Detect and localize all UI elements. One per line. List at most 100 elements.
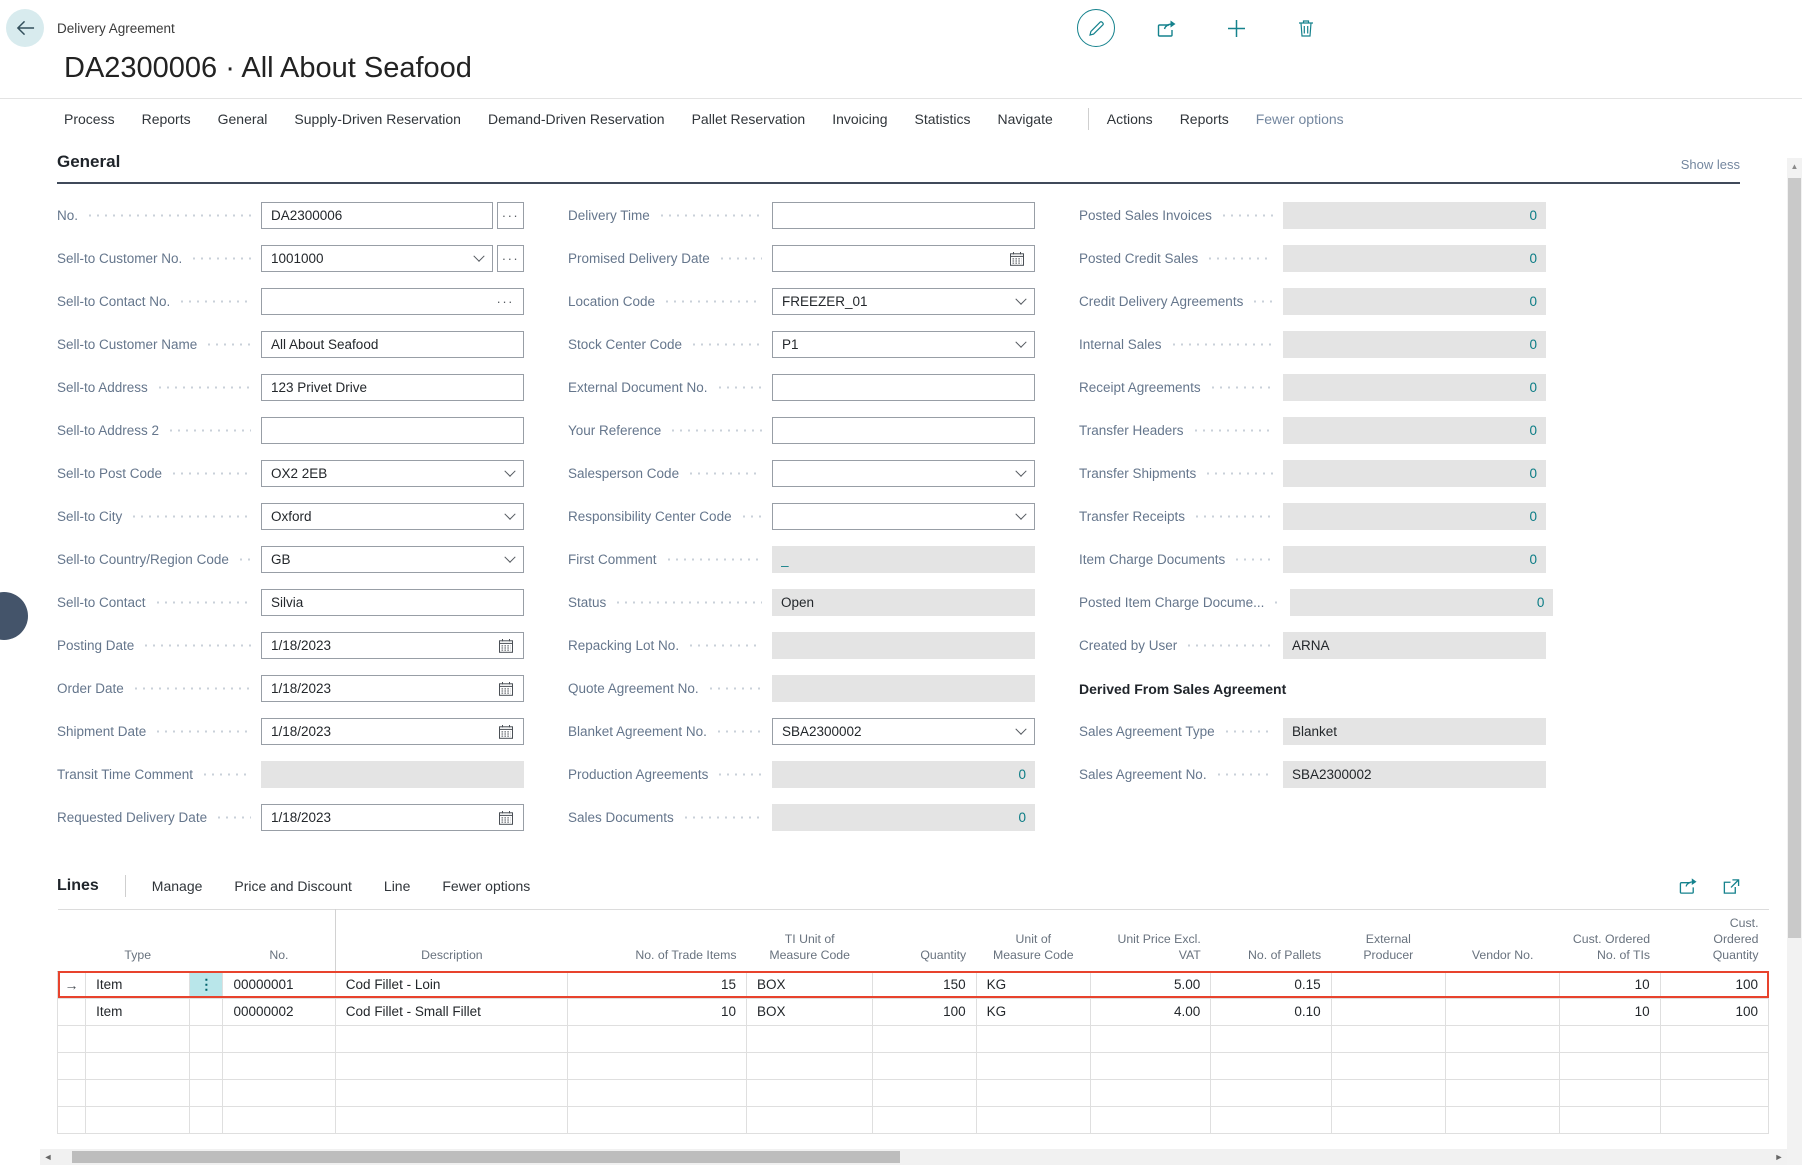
assist-edit-button-sell-to-customer-no[interactable]: ···: [497, 245, 524, 272]
cell[interactable]: [85, 1079, 191, 1107]
ribbon-item-reports[interactable]: Reports: [141, 110, 191, 127]
popout-icon[interactable]: [1722, 878, 1740, 895]
count-credit-delivery-agreements[interactable]: 0: [1529, 294, 1537, 309]
cell[interactable]: BOX: [746, 998, 874, 1026]
vertical-scrollbar[interactable]: ▲: [1787, 158, 1802, 1165]
count-transfer-shipments[interactable]: 0: [1529, 466, 1537, 481]
chevron-down-icon[interactable]: [504, 508, 516, 520]
chevron-down-icon[interactable]: [473, 250, 485, 262]
cell[interactable]: [567, 1025, 747, 1053]
cell[interactable]: 00000002: [222, 998, 336, 1026]
calendar-icon[interactable]: [499, 681, 514, 696]
cell[interactable]: [189, 1052, 224, 1080]
cell[interactable]: 100: [872, 998, 977, 1026]
chevron-down-icon[interactable]: [1015, 723, 1027, 735]
cell[interactable]: [1210, 1079, 1332, 1107]
ribbon-item-reports[interactable]: Reports: [1179, 110, 1229, 127]
cell[interactable]: 150: [872, 971, 977, 999]
cell[interactable]: [872, 1106, 977, 1134]
show-less-link[interactable]: Show less: [1680, 157, 1740, 172]
cell[interactable]: [222, 1025, 336, 1053]
cell[interactable]: [976, 1052, 1091, 1080]
col-type[interactable]: Type: [85, 909, 190, 972]
cell[interactable]: BOX: [746, 971, 874, 999]
horizontal-scrollbar[interactable]: ◄ ►: [40, 1149, 1787, 1165]
ribbon-item-supply-driven-reservation[interactable]: Supply-Driven Reservation: [294, 110, 461, 127]
input-transfer-receipts[interactable]: 0: [1283, 503, 1546, 530]
lines-menu-price-and-discount[interactable]: Price and Discount: [234, 878, 352, 894]
back-button[interactable]: [6, 9, 44, 47]
cell[interactable]: [1660, 1025, 1770, 1053]
cell[interactable]: 10: [567, 998, 747, 1026]
count-transfer-headers[interactable]: 0: [1529, 423, 1537, 438]
count-item-charge-documents[interactable]: 0: [1529, 552, 1537, 567]
edit-button[interactable]: [1076, 8, 1116, 48]
row-menu-cell[interactable]: ⋮: [189, 971, 224, 999]
cell[interactable]: [189, 1106, 224, 1134]
cell[interactable]: [1210, 1106, 1332, 1134]
input-salesperson-code[interactable]: [772, 460, 1035, 487]
cell[interactable]: [1090, 1025, 1212, 1053]
input-sell-to-contact-no[interactable]: ···: [261, 288, 524, 315]
cell[interactable]: Cod Fillet - Small Fillet: [335, 998, 569, 1026]
input-no[interactable]: DA2300006: [261, 202, 493, 229]
cell[interactable]: [567, 1106, 747, 1134]
cell[interactable]: [1445, 1106, 1561, 1134]
input-credit-delivery-agreements[interactable]: 0: [1283, 288, 1546, 315]
ribbon-item-pallet-reservation[interactable]: Pallet Reservation: [691, 110, 806, 127]
count-transfer-receipts[interactable]: 0: [1529, 509, 1537, 524]
col-no-of-trade-items[interactable]: No. of Trade Items: [567, 909, 747, 972]
cell[interactable]: Item: [85, 998, 191, 1026]
cell[interactable]: KG: [976, 998, 1091, 1026]
cell[interactable]: [85, 1025, 191, 1053]
input-location-code[interactable]: FREEZER_01: [772, 288, 1035, 315]
ribbon-fewer-options[interactable]: Fewer options: [1255, 110, 1344, 127]
col-cust-ordered-quantity[interactable]: Cust. Ordered Quantity: [1660, 909, 1769, 972]
calendar-icon[interactable]: [1010, 251, 1025, 266]
lines-menu-manage[interactable]: Manage: [151, 878, 203, 894]
cell[interactable]: [872, 1052, 977, 1080]
col-ti-unit-of-measure-code[interactable]: TI Unit of Measure Code: [746, 909, 873, 972]
input-transfer-headers[interactable]: 0: [1283, 417, 1546, 444]
input-blanket-agreement-no[interactable]: SBA2300002: [772, 718, 1035, 745]
cell[interactable]: [85, 1106, 191, 1134]
assist-edit-button-no[interactable]: ···: [497, 202, 524, 229]
count-posted-sales-invoices[interactable]: 0: [1529, 208, 1537, 223]
ribbon-item-process[interactable]: Process: [64, 110, 115, 127]
share-lines-icon[interactable]: [1678, 877, 1698, 895]
input-sell-to-customer-no[interactable]: 1001000: [261, 245, 493, 272]
calendar-icon[interactable]: [499, 810, 514, 825]
count-sales-documents[interactable]: 0: [1018, 810, 1026, 825]
cell[interactable]: [567, 1052, 747, 1080]
cell[interactable]: [1559, 1106, 1661, 1134]
cell[interactable]: [1331, 1052, 1446, 1080]
cell[interactable]: [1210, 1052, 1332, 1080]
cell[interactable]: [222, 1079, 336, 1107]
input-order-date[interactable]: 1/18/2023: [261, 675, 524, 702]
cell[interactable]: [1559, 1052, 1661, 1080]
cell[interactable]: [1331, 1079, 1446, 1107]
count-posted-credit-sales[interactable]: 0: [1529, 251, 1537, 266]
input-sell-to-address[interactable]: 123 Privet Drive: [261, 374, 524, 401]
input-first-comment[interactable]: _: [772, 546, 1035, 573]
chevron-down-icon[interactable]: [1015, 293, 1027, 305]
cell[interactable]: [746, 1079, 874, 1107]
chevron-down-icon[interactable]: [1015, 508, 1027, 520]
ribbon-item-statistics[interactable]: Statistics: [914, 110, 971, 127]
ribbon-item-general[interactable]: General: [217, 110, 268, 127]
cell[interactable]: [222, 1106, 336, 1134]
cell[interactable]: 100: [1660, 998, 1770, 1026]
input-sell-to-customer-name[interactable]: All About Seafood: [261, 331, 524, 358]
cell[interactable]: 0.15: [1210, 971, 1332, 999]
row-menu-cell[interactable]: [189, 998, 224, 1026]
input-sell-to-address-2[interactable]: [261, 417, 524, 444]
count-internal-sales[interactable]: 0: [1529, 337, 1537, 352]
input-your-reference[interactable]: [772, 417, 1035, 444]
cell[interactable]: [1445, 971, 1561, 999]
horizontal-scroll-track[interactable]: [56, 1149, 1771, 1165]
cell[interactable]: [335, 1106, 569, 1134]
col-cust-ordered-no-of-tis[interactable]: Cust. Ordered No. of TIs: [1559, 909, 1661, 972]
input-item-charge-documents[interactable]: 0: [1283, 546, 1546, 573]
input-external-document-no[interactable]: [772, 374, 1035, 401]
input-promised-delivery-date[interactable]: [772, 245, 1035, 272]
